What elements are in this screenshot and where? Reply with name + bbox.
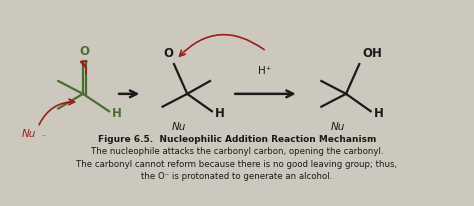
Text: Figure 6.5.  Nucleophilic Addition Reaction Mechanism: Figure 6.5. Nucleophilic Addition Reacti… xyxy=(98,135,376,144)
Text: ⁻: ⁻ xyxy=(42,132,46,141)
Text: O: O xyxy=(163,47,173,60)
Text: Nu: Nu xyxy=(172,122,186,132)
Text: The carbonyl cannot reform because there is no good leaving group; thus,: The carbonyl cannot reform because there… xyxy=(76,160,398,169)
Text: ⁻: ⁻ xyxy=(180,53,184,62)
Text: the O⁻ is protonated to generate an alcohol.: the O⁻ is protonated to generate an alco… xyxy=(141,172,333,181)
Text: H⁺: H⁺ xyxy=(258,67,271,76)
Text: OH: OH xyxy=(362,47,382,60)
Text: O: O xyxy=(79,45,90,58)
Text: Nu: Nu xyxy=(22,129,36,139)
Text: Nu: Nu xyxy=(330,122,345,132)
Text: H: H xyxy=(215,107,225,119)
Text: H: H xyxy=(112,107,122,119)
Text: H: H xyxy=(374,107,383,119)
Text: The nucleophile attacks the carbonyl carbon, opening the carbonyl.: The nucleophile attacks the carbonyl car… xyxy=(91,147,383,156)
